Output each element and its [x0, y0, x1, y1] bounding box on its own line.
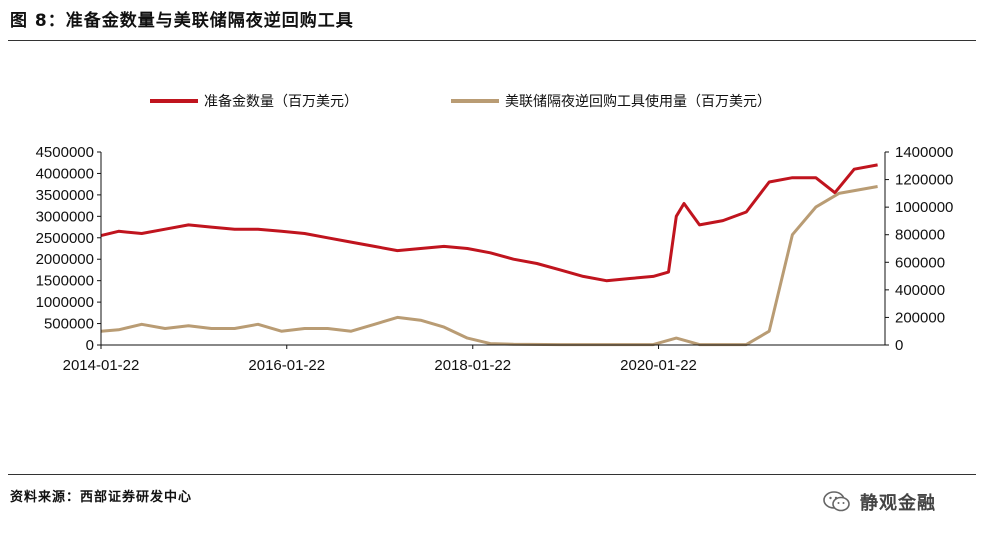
y-right-tick-label: 0 [895, 337, 903, 354]
y-right-tick-label: 200000 [895, 309, 945, 326]
y-right-tick-label: 600000 [895, 254, 945, 271]
y-left-tick-label: 3000000 [36, 208, 94, 225]
y-left-tick-label: 0 [86, 337, 94, 354]
watermark: 静观金融 [822, 484, 936, 520]
axes: 0500000100000015000002000000250000030000… [36, 144, 954, 374]
y-left-tick-label: 500000 [44, 316, 94, 333]
figure-title: 图 8：准备金数量与美联储隔夜逆回购工具 [10, 11, 354, 31]
x-tick-label: 2014-01-22 [63, 357, 140, 374]
plot-area [100, 163, 878, 347]
series-line-0 [100, 163, 878, 283]
y-left-tick-label: 4000000 [36, 165, 94, 182]
y-right-tick-label: 1400000 [895, 144, 953, 161]
y-left-tick-label: 1500000 [36, 273, 94, 290]
chart: 准备金数量（百万美元） 美联储隔夜逆回购工具使用量（百万美元） 0 500000 10… [36, 93, 954, 374]
y-left-tick-label: 2500000 [36, 230, 94, 247]
x-tick-label: 2018-01-22 [434, 357, 511, 374]
y-left-tick-label: 2000000 [36, 251, 94, 268]
wechat-icon [823, 491, 850, 512]
y-right-tick-label: 1000000 [895, 199, 953, 216]
source-note: 资料来源：西部证券研发中心 [10, 490, 193, 505]
legend-label-0: 准备金数量（百万美元） [204, 93, 358, 110]
y-right-tick-label: 1200000 [895, 172, 953, 189]
top-rule [8, 40, 976, 41]
y-left-tick-label: 3500000 [36, 187, 94, 204]
y-left-tick-label: 4500000 [36, 144, 94, 161]
y-left-tick-label: 1000000 [36, 294, 94, 311]
series-line-1 [100, 185, 878, 347]
x-tick-label: 2020-01-22 [620, 357, 697, 374]
watermark-text: 静观金融 [860, 493, 936, 514]
y-right-tick-label: 800000 [895, 227, 945, 244]
y-right-tick-label: 400000 [895, 282, 945, 299]
legend: 准备金数量（百万美元） 美联储隔夜逆回购工具使用量（百万美元） [150, 93, 771, 110]
legend-label-1: 美联储隔夜逆回购工具使用量（百万美元） [505, 93, 771, 110]
bottom-rule [8, 474, 976, 475]
x-tick-label: 2016-01-22 [248, 357, 325, 374]
